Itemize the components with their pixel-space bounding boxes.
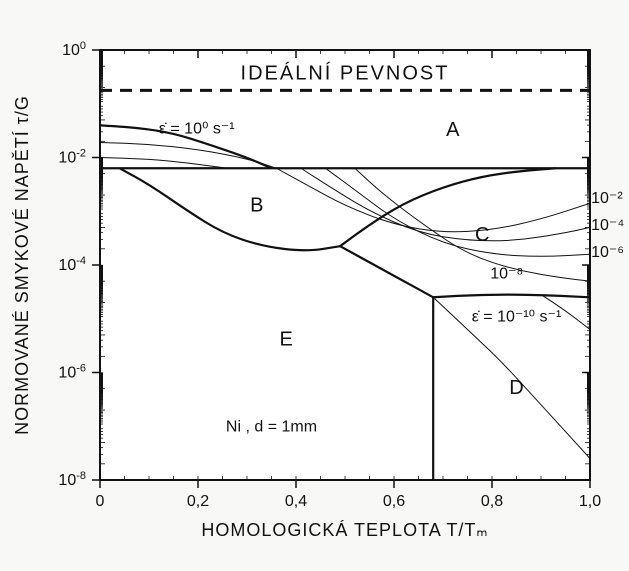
x-axis-title: HOMOLOGICKÁ TEPLOTA T/Tₘ: [201, 520, 488, 540]
region-label-e: E: [280, 329, 293, 351]
region-label-c: C: [475, 224, 489, 246]
ideal-strength-label: IDEÁLNÍ PEVNOST: [241, 62, 450, 85]
region-label-b: B: [250, 194, 263, 216]
y-axis-title: NORMOVANÉ SMYKOVÉ NAPĚTÍ τ/G: [12, 95, 32, 435]
x-tick-label: 0,2: [187, 493, 209, 510]
material-note: Ni , d = 1mm: [226, 419, 317, 436]
x-tick-label: 0,6: [383, 493, 405, 510]
iso-label: 10⁻⁶: [591, 244, 624, 261]
iso-label: 10⁻⁸: [490, 265, 523, 282]
iso-label: 10⁻⁴: [591, 217, 624, 234]
region-label-a: A: [446, 119, 460, 141]
strain-rate-top: ε̇ = 10⁰ s⁻¹: [159, 120, 235, 137]
x-tick-label: 0,4: [285, 493, 307, 510]
deformation-map-chart: 10010-210-410-610-800,20,40,60,81,0HOMOL…: [0, 0, 629, 571]
strain-rate-bottom: ε̇ = 10⁻¹⁰ s⁻¹: [472, 308, 562, 325]
x-tick-label: 0: [96, 493, 105, 510]
iso-label: 10⁻²: [591, 190, 623, 207]
region-label-d: D: [509, 377, 523, 399]
x-tick-label: 0,8: [481, 493, 503, 510]
x-tick-label: 1,0: [579, 493, 601, 510]
